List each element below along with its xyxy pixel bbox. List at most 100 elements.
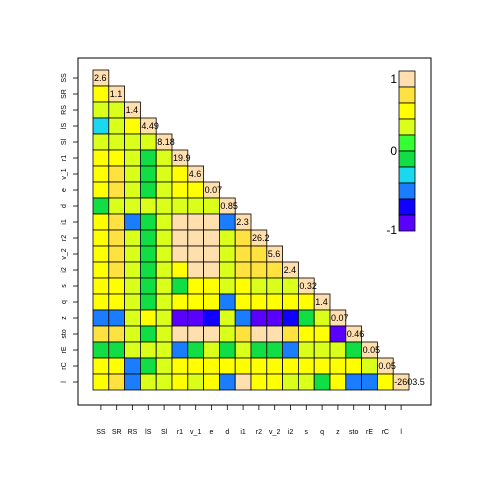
x-tick-label: v_1 — [190, 429, 201, 436]
x-tick-label: l — [400, 429, 402, 436]
heatmap-cell — [155, 325, 173, 343]
heatmap-cell — [171, 213, 189, 231]
x-tick-label: z — [336, 429, 340, 436]
heatmap-cell — [203, 245, 220, 263]
y-tick-label: Sl — [61, 138, 68, 145]
heatmap-cell — [124, 373, 141, 391]
y-tick-label: z — [61, 316, 68, 320]
heatmap-cell — [139, 213, 157, 231]
legend-tick-label: 0 — [390, 144, 397, 158]
heatmap-cell — [155, 373, 173, 391]
heatmap-cell — [266, 277, 283, 295]
heatmap-cell — [218, 245, 236, 263]
heatmap-cell — [171, 229, 189, 247]
heatmap-cell — [266, 293, 283, 311]
heatmap-cell — [282, 277, 299, 295]
heatmap-cell — [92, 357, 110, 375]
heatmap-cell — [155, 197, 173, 215]
heatmap-cell — [155, 357, 173, 375]
heatmap-cell — [108, 101, 126, 119]
diagonal-label: 0.07 — [331, 313, 349, 323]
heatmap-cell — [203, 197, 220, 215]
heatmap-cell — [313, 373, 331, 391]
heatmap-cell — [250, 261, 268, 279]
heatmap-cell — [92, 101, 110, 119]
heatmap-cell — [92, 181, 110, 199]
x-tick-label: Sl — [161, 429, 168, 436]
x-tick-label: i1 — [240, 429, 246, 436]
heatmap-cell — [282, 373, 299, 391]
x-tick-label: sto — [349, 429, 358, 436]
heatmap-cell — [234, 357, 252, 375]
heatmap-cell — [171, 293, 189, 311]
diagonal-label: 5.6 — [268, 249, 281, 259]
heatmap-cell — [203, 293, 220, 311]
y-tick-label: lS — [61, 123, 68, 130]
heatmap-cell — [329, 325, 347, 343]
y-tick-label: sto — [61, 329, 68, 338]
heatmap-cell — [218, 373, 236, 391]
y-axis-ticks: SS SR RS lS Sl r1 v_1e d i1 r2 v_2 i2 s q z sto rE rC l — [61, 73, 78, 383]
heatmap-cell — [218, 213, 236, 231]
color-legend: 1 0 -1 — [386, 70, 416, 237]
diagonal-label: 1.4 — [315, 297, 328, 307]
heatmap-cell — [218, 325, 236, 343]
y-tick-label: r1 — [61, 155, 68, 161]
heatmap-cell — [124, 213, 141, 231]
x-tick-label: e — [210, 429, 214, 436]
heatmap-cell — [171, 165, 189, 183]
heatmap-cell — [218, 309, 236, 327]
heatmap-cell — [282, 357, 299, 375]
legend-swatch — [398, 214, 416, 232]
heatmap-cell — [155, 149, 173, 167]
heatmap-cell — [203, 261, 220, 279]
heatmap-cell — [155, 261, 173, 279]
heatmap-cell — [139, 181, 157, 199]
legend-swatch — [398, 198, 416, 216]
heatmap-cell — [218, 229, 236, 247]
heatmap-cell — [139, 133, 157, 151]
heatmap-cell — [92, 149, 110, 167]
heatmap-cell — [139, 245, 157, 263]
heatmap-cell — [187, 373, 205, 391]
heatmap-cell — [155, 277, 173, 295]
heatmap-cell — [250, 277, 268, 295]
heatmap-cell — [313, 325, 331, 343]
heatmap-cell — [187, 245, 205, 263]
heatmap-cell — [234, 341, 252, 359]
y-tick-label: e — [61, 188, 68, 192]
heatmap-cell — [297, 325, 315, 343]
heatmap-cell — [108, 245, 126, 263]
heatmap-cell — [171, 197, 189, 215]
heatmap-cell — [108, 293, 126, 311]
y-tick-label: d — [61, 204, 68, 208]
heatmap-cell — [203, 373, 220, 391]
heatmap-cell — [203, 341, 220, 359]
y-tick-label: i1 — [61, 219, 68, 225]
heatmap-cell — [297, 309, 315, 327]
heatmap-cell — [139, 197, 157, 215]
heatmap-cell — [187, 229, 205, 247]
heatmap-cell — [187, 277, 205, 295]
heatmap-cell — [345, 357, 362, 375]
y-tick-label: RS — [61, 105, 68, 115]
diagonal-label: 26.2 — [252, 233, 270, 243]
heatmap-cell — [250, 293, 268, 311]
heatmap-cell — [187, 341, 205, 359]
heatmap-cell — [124, 277, 141, 295]
legend-swatch — [398, 70, 416, 88]
heatmap-cell — [92, 373, 110, 391]
heatmap-cell — [108, 341, 126, 359]
heatmap-cell — [155, 309, 173, 327]
diagonal-label: 1.1 — [110, 89, 123, 99]
heatmap-cell — [124, 133, 141, 151]
heatmap-cell — [155, 229, 173, 247]
heatmap-cell — [218, 261, 236, 279]
diagonal-label: 4.6 — [189, 169, 202, 179]
heatmap-cell — [282, 325, 299, 343]
heatmap-cell — [234, 245, 252, 263]
diagonal-label: 0.07 — [205, 185, 223, 195]
heatmap-cell — [92, 293, 110, 311]
heatmap-cell — [108, 133, 126, 151]
heatmap-cell — [361, 373, 378, 391]
